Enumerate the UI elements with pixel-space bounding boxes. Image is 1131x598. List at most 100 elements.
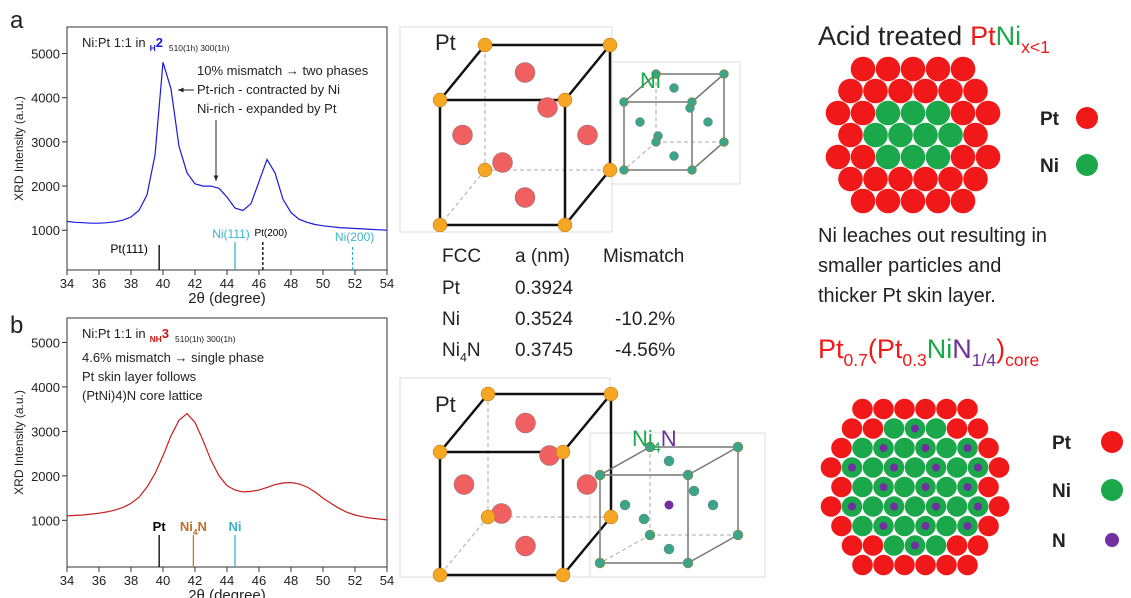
atom bbox=[890, 464, 898, 472]
atom bbox=[947, 496, 968, 517]
x-tick-label: 36 bbox=[92, 276, 106, 291]
atom bbox=[880, 483, 888, 491]
atom bbox=[911, 425, 919, 433]
atom bbox=[936, 516, 957, 537]
atom bbox=[880, 444, 888, 452]
x-tick-label: 40 bbox=[156, 573, 170, 588]
annotation: Pt skin layer follows bbox=[82, 369, 197, 384]
atom bbox=[516, 413, 536, 433]
label-part: N bbox=[952, 334, 972, 364]
label-part: Ni(200) bbox=[335, 230, 374, 244]
atom bbox=[894, 555, 915, 576]
atom bbox=[863, 496, 884, 517]
label-part: 0.3 bbox=[902, 350, 926, 370]
x-tick-label: 34 bbox=[60, 573, 74, 588]
atom bbox=[913, 167, 938, 192]
legend-marker bbox=[1076, 107, 1098, 129]
atom bbox=[842, 535, 863, 556]
x-axis-label: 2θ (degree) bbox=[188, 587, 266, 598]
atom bbox=[947, 418, 968, 439]
atom bbox=[963, 123, 988, 148]
atom bbox=[978, 477, 999, 498]
atom bbox=[454, 475, 474, 495]
atom bbox=[848, 464, 856, 472]
right-title: Acid treatedPtNix<1 bbox=[818, 21, 1050, 57]
y-axis-label: XRD Intensity (a.u.) bbox=[12, 96, 26, 201]
atom bbox=[876, 101, 901, 126]
atom bbox=[556, 568, 570, 582]
atom bbox=[911, 542, 919, 550]
legend-marker bbox=[1105, 533, 1119, 547]
atom bbox=[620, 500, 630, 510]
atom bbox=[978, 438, 999, 459]
atom bbox=[947, 457, 968, 478]
annotation: Ni-rich - expanded by Pt bbox=[197, 101, 337, 116]
atom bbox=[852, 399, 873, 420]
x-tick-label: 50 bbox=[316, 573, 330, 588]
y-axis-label: XRD Intensity (a.u.) bbox=[12, 390, 26, 495]
atom bbox=[838, 167, 863, 192]
atom bbox=[838, 79, 863, 104]
x-tick-label: 52 bbox=[348, 276, 362, 291]
label-part: 4 bbox=[653, 441, 661, 457]
legend-marker bbox=[1101, 431, 1123, 453]
table-cell: Ni4N bbox=[442, 340, 481, 365]
atom bbox=[826, 145, 851, 170]
label-part: Pt bbox=[818, 334, 844, 364]
table-cell: Pt bbox=[442, 278, 461, 299]
cube-label: Pt bbox=[435, 392, 456, 417]
atom bbox=[936, 438, 957, 459]
atom bbox=[433, 93, 447, 107]
y-tick-label: 3000 bbox=[31, 135, 60, 150]
atom bbox=[884, 418, 905, 439]
y-tick-label: 1000 bbox=[31, 513, 60, 528]
atom bbox=[826, 101, 851, 126]
annotation: (PtNi)4)N core lattice bbox=[82, 388, 203, 403]
atom bbox=[558, 218, 572, 232]
description: smaller particles and bbox=[818, 255, 1001, 277]
atom bbox=[478, 163, 492, 177]
atom bbox=[876, 189, 901, 214]
image-frame bbox=[400, 378, 610, 577]
atom bbox=[558, 93, 572, 107]
atom bbox=[888, 79, 913, 104]
legend-marker bbox=[1101, 479, 1123, 501]
atom bbox=[481, 387, 495, 401]
label-part: Pt bbox=[435, 392, 456, 417]
x-tick-label: 52 bbox=[348, 573, 362, 588]
atom bbox=[604, 510, 618, 524]
atom bbox=[947, 535, 968, 556]
label-part: Pt bbox=[435, 30, 456, 55]
atom bbox=[515, 188, 535, 208]
atom bbox=[665, 501, 674, 510]
atom bbox=[922, 522, 930, 530]
atom bbox=[831, 438, 852, 459]
reference-label: Pt(111) bbox=[110, 242, 148, 256]
atom bbox=[478, 38, 492, 52]
atom bbox=[938, 79, 963, 104]
atom bbox=[603, 38, 617, 52]
legend-label: Pt bbox=[1040, 109, 1060, 130]
atom bbox=[720, 70, 729, 79]
atom bbox=[926, 57, 951, 82]
legend-marker bbox=[1076, 154, 1098, 176]
table-cell: 0.3924 bbox=[515, 278, 574, 299]
atom bbox=[922, 444, 930, 452]
atom bbox=[540, 446, 560, 466]
atom bbox=[578, 125, 598, 145]
atom bbox=[595, 558, 605, 568]
atom bbox=[620, 166, 629, 175]
atom bbox=[863, 418, 884, 439]
label-part: Pt bbox=[442, 278, 461, 299]
atom bbox=[852, 438, 873, 459]
atom bbox=[652, 138, 661, 147]
x-tick-label: 48 bbox=[284, 573, 298, 588]
atom bbox=[863, 123, 888, 148]
atom bbox=[848, 503, 856, 511]
panel-letter: a bbox=[10, 7, 24, 34]
x-tick-label: 48 bbox=[284, 276, 298, 291]
label-part: (Pt bbox=[868, 334, 903, 364]
cube-label: Ni bbox=[640, 68, 661, 93]
atom bbox=[978, 516, 999, 537]
xrd-line bbox=[67, 414, 387, 520]
